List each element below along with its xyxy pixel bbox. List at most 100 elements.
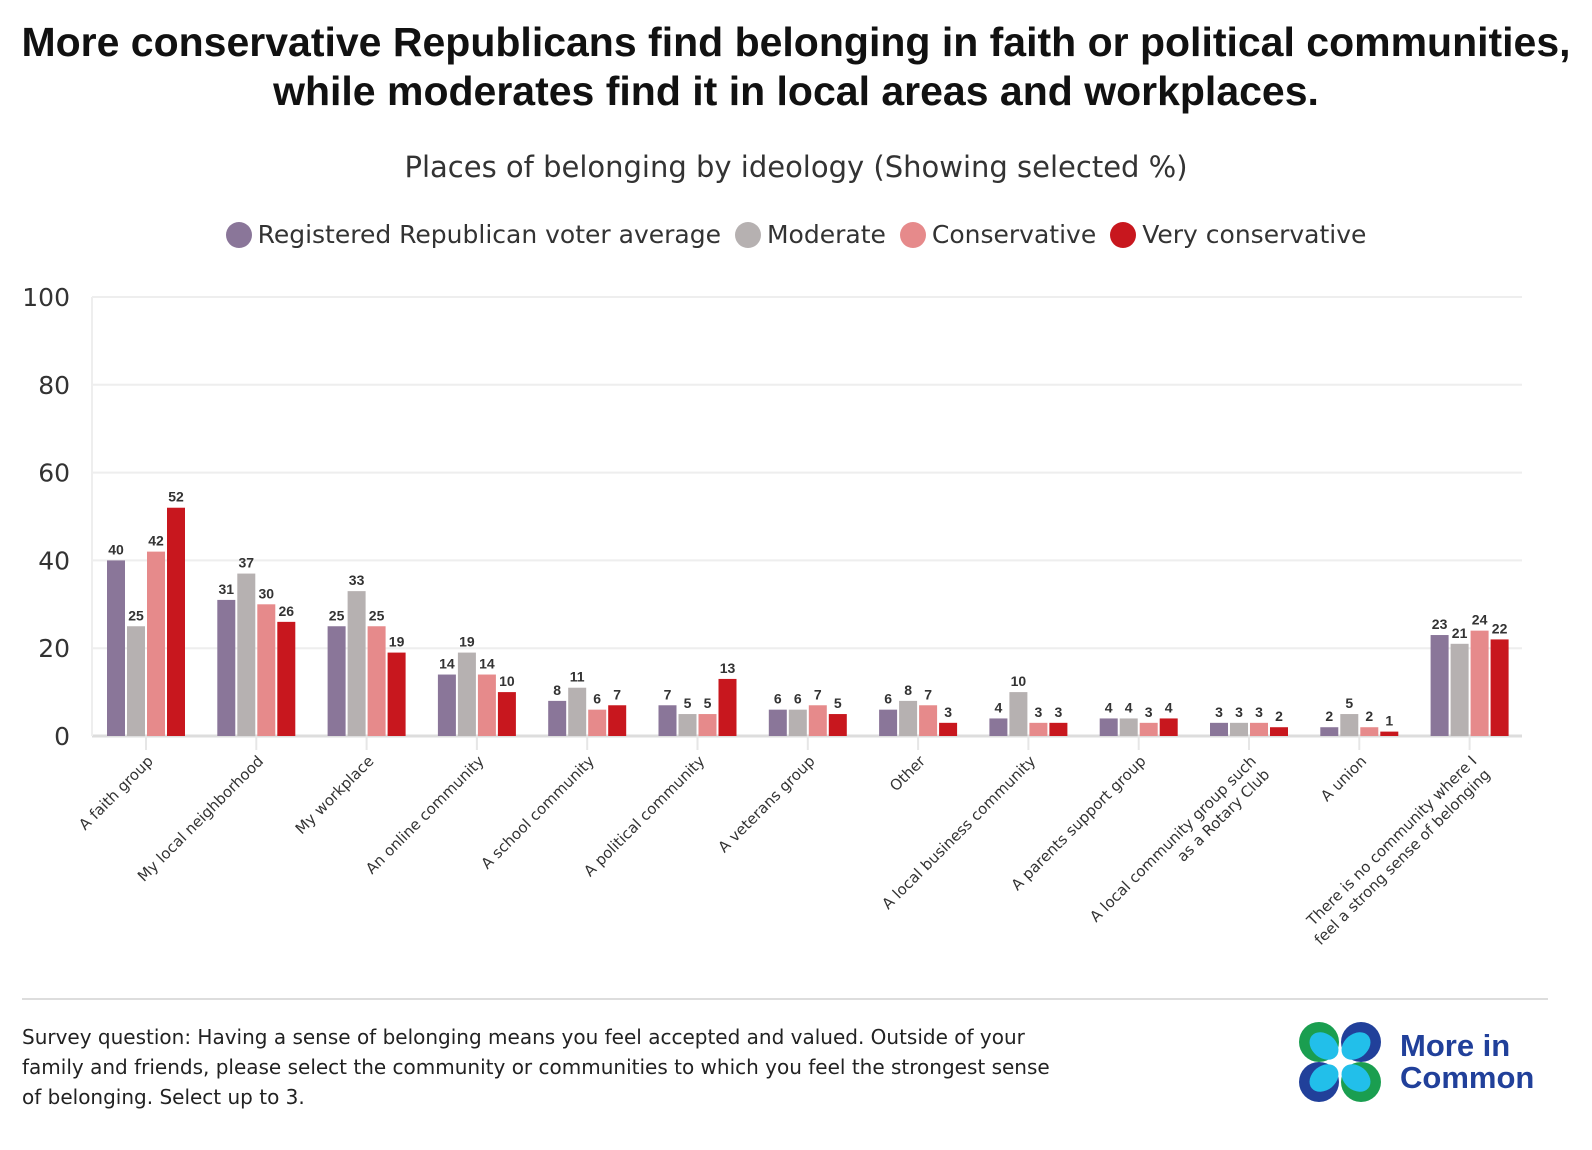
data-label: 3: [1235, 704, 1243, 720]
bar: [1320, 727, 1339, 736]
bar: [588, 709, 607, 736]
x-tick-label: A political community: [580, 752, 708, 880]
bar: [1029, 722, 1048, 736]
y-tick-label: 20: [38, 634, 70, 663]
bar: [1430, 635, 1449, 736]
legend: Registered Republican voter average Moder…: [0, 220, 1592, 249]
bar: [919, 705, 938, 736]
bar: [1099, 718, 1118, 736]
data-label: 25: [128, 607, 144, 623]
y-tick-label: 40: [38, 546, 70, 575]
legend-item: Moderate: [734, 220, 886, 249]
data-label: 10: [499, 673, 515, 689]
data-label: 22: [1492, 620, 1508, 636]
data-label: 3: [1255, 704, 1263, 720]
bar: [387, 652, 406, 736]
bar: [568, 687, 587, 736]
x-tick-label-line: My local neighborhood: [134, 752, 267, 885]
x-tick-label: Other: [886, 752, 929, 795]
data-label: 2: [1365, 708, 1373, 724]
x-tick-label: My workplace: [292, 752, 378, 838]
legend-swatch: [899, 221, 926, 248]
bar: [1270, 727, 1288, 736]
bar: [437, 674, 456, 736]
data-label: 4: [1165, 699, 1173, 715]
x-tick-label-line: A school community: [477, 752, 598, 873]
x-tick-label: An online community: [362, 752, 488, 878]
bar: [548, 700, 567, 736]
data-label: 10: [1011, 673, 1027, 689]
bar: [718, 678, 737, 736]
data-label: 25: [329, 607, 345, 623]
y-tick-label: 60: [38, 459, 70, 488]
logo-text-line2: Common: [1400, 1060, 1535, 1095]
data-label: 8: [553, 682, 561, 698]
bar: [1360, 727, 1379, 736]
data-label: 5: [704, 695, 712, 711]
data-label: 19: [459, 634, 475, 650]
bar: [1159, 718, 1178, 736]
x-tick-label: My local neighborhood: [134, 752, 267, 885]
data-label: 3: [944, 704, 952, 720]
legend-item: Registered Republican voter average: [225, 220, 721, 249]
data-label: 5: [1345, 695, 1353, 711]
data-label: 52: [168, 489, 184, 505]
bar: [1380, 731, 1399, 736]
bar: [347, 591, 366, 736]
chart-title: More conservative Republicans find belon…: [21, 19, 1571, 114]
data-label: 33: [349, 572, 365, 588]
legend-item: Conservative: [899, 220, 1097, 249]
bar: [367, 626, 386, 736]
bar: [1450, 643, 1469, 736]
bar: [327, 626, 346, 736]
data-label: 3: [1055, 704, 1063, 720]
data-label: 14: [479, 656, 495, 672]
data-label: 2: [1275, 708, 1283, 724]
data-label: 3: [1145, 704, 1153, 720]
data-label: 2: [1325, 708, 1333, 724]
bar: [217, 599, 236, 736]
y-tick-label: 0: [54, 722, 70, 751]
x-tick-label-line: A veterans group: [714, 752, 818, 856]
data-label: 5: [684, 695, 692, 711]
x-tick-label-line: My workplace: [292, 752, 378, 838]
data-label: 6: [593, 691, 601, 707]
bar: [678, 714, 697, 736]
bar: [768, 709, 787, 736]
data-label: 4: [1105, 699, 1113, 715]
data-label: 26: [279, 603, 295, 619]
bar: [1340, 714, 1359, 736]
bar: [1490, 639, 1509, 736]
bar: [658, 705, 677, 736]
legend-label: Conservative: [931, 220, 1097, 249]
bar: [989, 718, 1008, 736]
data-label: 31: [219, 581, 235, 597]
x-tick-label-line: A political community: [580, 752, 708, 880]
bar: [497, 692, 516, 736]
data-label: 42: [148, 533, 164, 549]
x-tick-label-line: Other: [886, 752, 929, 795]
data-label: 7: [924, 686, 932, 702]
bar: [899, 700, 918, 736]
legend-swatch: [734, 221, 761, 248]
bar: [107, 560, 125, 736]
data-label: 1: [1385, 713, 1393, 729]
legend-swatch: [1110, 221, 1137, 248]
bar: [808, 705, 827, 736]
data-label: 7: [814, 686, 822, 702]
logo-text-line1: More in: [1400, 1028, 1511, 1063]
data-label: 4: [1125, 699, 1133, 715]
bar: [277, 621, 296, 736]
data-label: 6: [884, 691, 892, 707]
legend-item: Very conservative: [1110, 220, 1366, 249]
data-label: 5: [834, 695, 842, 711]
data-label: 11: [570, 669, 585, 685]
x-tick-label: A school community: [477, 752, 598, 873]
data-label: 30: [259, 585, 275, 601]
data-label: 8: [904, 682, 912, 698]
more-in-common-logo: More in Common: [1296, 1022, 1534, 1102]
data-label: 23: [1432, 616, 1448, 632]
x-tick-label-line: There is no community where I: [1303, 752, 1481, 930]
data-label: 4: [995, 699, 1003, 715]
data-label: 7: [613, 686, 621, 702]
